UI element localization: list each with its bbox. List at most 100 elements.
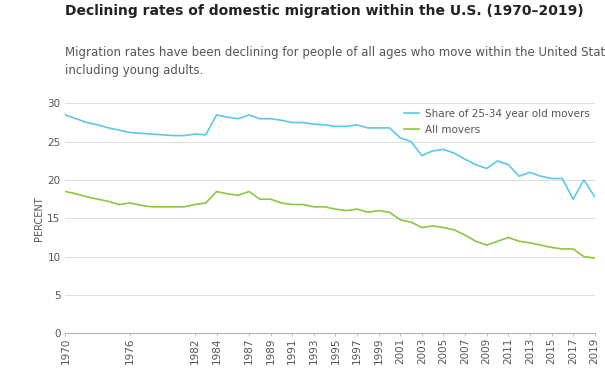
All movers — [353, 207, 361, 211]
Share of 25-34 year old movers — [515, 174, 523, 178]
Share of 25-34 year old movers — [224, 115, 231, 119]
Share of 25-34 year old movers — [462, 157, 469, 162]
All movers — [299, 202, 307, 207]
All movers — [483, 243, 490, 247]
All movers — [137, 203, 145, 208]
Share of 25-34 year old movers — [580, 178, 587, 182]
Share of 25-34 year old movers — [137, 131, 145, 136]
All movers — [375, 208, 382, 213]
Text: Migration rates have been declining for people of all ages who move within the U: Migration rates have been declining for … — [65, 46, 605, 77]
Share of 25-34 year old movers — [429, 149, 436, 153]
Share of 25-34 year old movers — [494, 159, 501, 163]
All movers — [170, 205, 177, 209]
All movers — [246, 189, 253, 194]
All movers — [94, 197, 102, 201]
Share of 25-34 year old movers — [94, 123, 102, 127]
Share of 25-34 year old movers — [353, 123, 361, 127]
Share of 25-34 year old movers — [73, 116, 80, 121]
Share of 25-34 year old movers — [375, 126, 382, 130]
Share of 25-34 year old movers — [202, 133, 209, 137]
All movers — [235, 193, 242, 198]
Line: Share of 25-34 year old movers: Share of 25-34 year old movers — [65, 115, 595, 199]
Share of 25-34 year old movers — [473, 162, 480, 167]
All movers — [537, 243, 544, 247]
Share of 25-34 year old movers — [386, 126, 393, 130]
Share of 25-34 year old movers — [407, 139, 414, 144]
All movers — [569, 247, 577, 251]
All movers — [289, 202, 296, 207]
All movers — [364, 210, 371, 214]
Share of 25-34 year old movers — [83, 120, 91, 125]
Share of 25-34 year old movers — [451, 151, 458, 155]
Share of 25-34 year old movers — [440, 147, 447, 152]
All movers — [202, 201, 209, 205]
All movers — [126, 201, 134, 205]
Share of 25-34 year old movers — [569, 197, 577, 201]
All movers — [213, 189, 220, 194]
Share of 25-34 year old movers — [526, 170, 534, 175]
Share of 25-34 year old movers — [278, 118, 285, 123]
All movers — [332, 207, 339, 211]
Line: All movers: All movers — [65, 192, 595, 258]
Share of 25-34 year old movers — [159, 133, 166, 137]
Share of 25-34 year old movers — [170, 133, 177, 138]
All movers — [73, 192, 80, 196]
Share of 25-34 year old movers — [126, 130, 134, 135]
Share of 25-34 year old movers — [289, 120, 296, 125]
Share of 25-34 year old movers — [299, 120, 307, 125]
All movers — [440, 225, 447, 230]
All movers — [159, 205, 166, 209]
Share of 25-34 year old movers — [191, 132, 198, 136]
Share of 25-34 year old movers — [397, 136, 404, 140]
Share of 25-34 year old movers — [62, 113, 69, 117]
Share of 25-34 year old movers — [235, 116, 242, 121]
All movers — [580, 254, 587, 259]
All movers — [462, 233, 469, 237]
All movers — [116, 202, 123, 207]
Share of 25-34 year old movers — [105, 126, 112, 130]
Share of 25-34 year old movers — [364, 126, 371, 130]
All movers — [191, 202, 198, 207]
Y-axis label: PERCENT: PERCENT — [34, 196, 44, 241]
Share of 25-34 year old movers — [148, 132, 155, 136]
All movers — [386, 210, 393, 214]
All movers — [397, 218, 404, 222]
All movers — [494, 239, 501, 244]
All movers — [418, 225, 425, 230]
Share of 25-34 year old movers — [505, 162, 512, 167]
All movers — [342, 208, 350, 213]
All movers — [451, 228, 458, 232]
Share of 25-34 year old movers — [256, 116, 263, 121]
Share of 25-34 year old movers — [418, 153, 425, 158]
All movers — [407, 220, 414, 224]
All movers — [473, 239, 480, 244]
Share of 25-34 year old movers — [558, 176, 566, 181]
Legend: Share of 25-34 year old movers, All movers: Share of 25-34 year old movers, All move… — [404, 109, 589, 135]
Share of 25-34 year old movers — [537, 174, 544, 178]
Share of 25-34 year old movers — [180, 133, 188, 138]
All movers — [505, 235, 512, 240]
Share of 25-34 year old movers — [321, 123, 329, 127]
Share of 25-34 year old movers — [332, 124, 339, 129]
Text: Declining rates of domestic migration within the U.S. (1970–2019): Declining rates of domestic migration wi… — [65, 4, 584, 18]
All movers — [310, 205, 318, 209]
All movers — [83, 195, 91, 199]
Share of 25-34 year old movers — [342, 124, 350, 129]
All movers — [180, 205, 188, 209]
All movers — [267, 197, 274, 201]
All movers — [148, 205, 155, 209]
All movers — [321, 205, 329, 209]
Share of 25-34 year old movers — [310, 122, 318, 126]
All movers — [591, 256, 598, 260]
All movers — [548, 245, 555, 250]
All movers — [224, 192, 231, 196]
Share of 25-34 year old movers — [246, 113, 253, 117]
Share of 25-34 year old movers — [213, 113, 220, 117]
Share of 25-34 year old movers — [267, 116, 274, 121]
Share of 25-34 year old movers — [116, 128, 123, 133]
All movers — [515, 239, 523, 244]
Share of 25-34 year old movers — [483, 166, 490, 171]
All movers — [256, 197, 263, 201]
Share of 25-34 year old movers — [548, 176, 555, 181]
All movers — [558, 247, 566, 251]
